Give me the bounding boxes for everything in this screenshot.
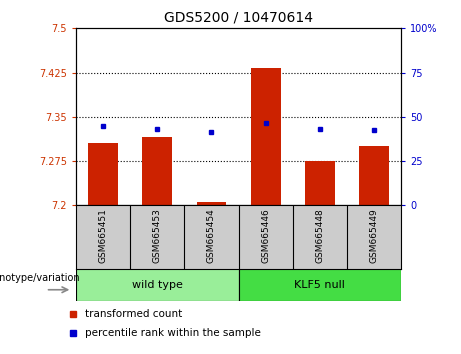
Text: GSM665446: GSM665446 (261, 209, 270, 263)
Bar (88, 143, 118, 205)
Bar (76, 269, 238, 301)
Bar (196, 202, 226, 205)
Text: wild type: wild type (132, 280, 183, 290)
Text: percentile rank within the sample: percentile rank within the sample (85, 328, 261, 338)
Text: GSM665448: GSM665448 (315, 209, 325, 263)
Bar (238, 269, 401, 301)
Text: genotype/variation: genotype/variation (0, 273, 81, 283)
Bar (142, 137, 172, 205)
Text: GSM665454: GSM665454 (207, 209, 216, 263)
Text: GSM665453: GSM665453 (153, 209, 162, 263)
Bar (305, 161, 335, 205)
Text: GSM665451: GSM665451 (99, 209, 108, 263)
Bar (251, 68, 281, 205)
Text: transformed count: transformed count (85, 309, 183, 319)
Bar (359, 146, 389, 205)
Text: GSM665449: GSM665449 (369, 209, 378, 263)
Title: GDS5200 / 10470614: GDS5200 / 10470614 (164, 10, 313, 24)
Text: KLF5 null: KLF5 null (295, 280, 345, 290)
